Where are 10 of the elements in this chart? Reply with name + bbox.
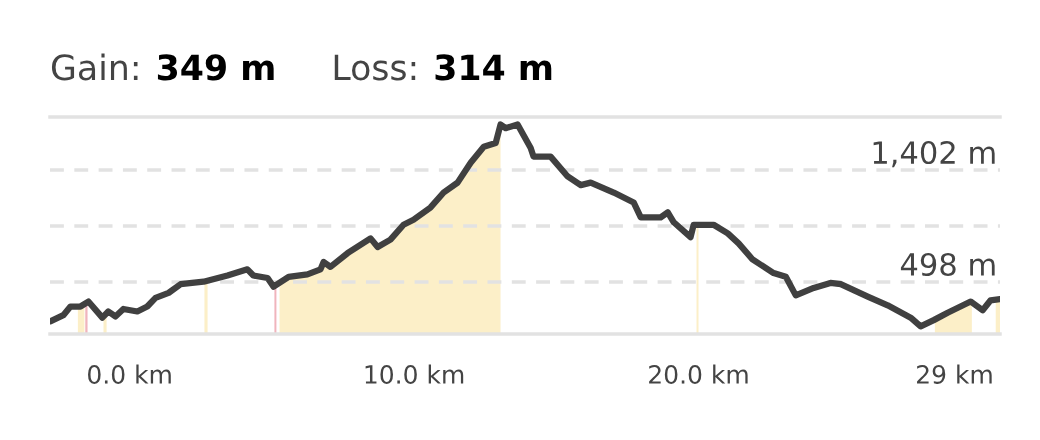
- x-tick-label: 10.0 km: [365, 364, 464, 384]
- text: 314 m: [435, 54, 552, 81]
- text: 349 m: [157, 54, 274, 81]
- y-tick-label: 498 m: [900, 252, 995, 277]
- x-tick-label: 0.0 km: [88, 364, 171, 384]
- y-tick-label: 1,402 m: [873, 140, 995, 168]
- x-tick-label: 29 km: [917, 364, 992, 384]
- text: Loss:: [334, 54, 416, 81]
- x-tick-label: 20.0 km: [649, 364, 748, 384]
- text: Gain:: [51, 53, 138, 81]
